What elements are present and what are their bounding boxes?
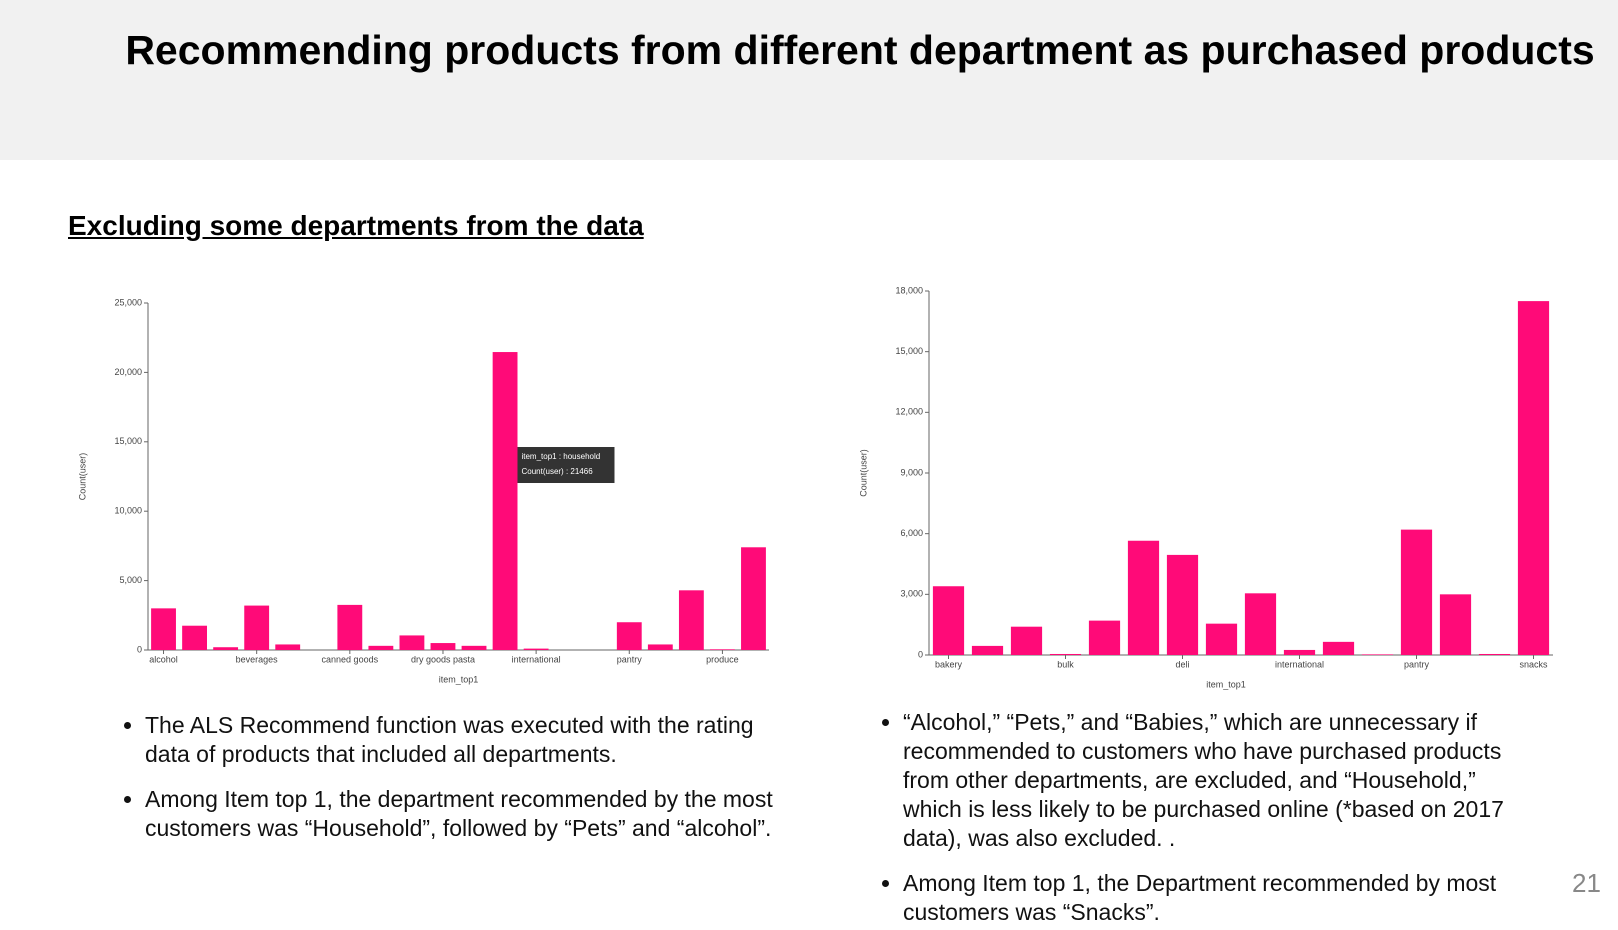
bar	[741, 547, 766, 650]
y-tick-label: 0	[137, 644, 142, 654]
x-tick-label: international	[512, 654, 561, 664]
bar	[368, 645, 394, 650]
y-tick-label: 20,000	[114, 367, 142, 377]
x-tick-label: canned goods	[322, 654, 379, 664]
x-tick-label: bakery	[935, 659, 963, 669]
y-tick-label: 0	[918, 649, 923, 659]
bar	[399, 635, 425, 650]
tooltip-text: Count(user) : 21466	[521, 467, 593, 476]
y-tick-label: 5,000	[119, 575, 142, 585]
bar	[1010, 626, 1043, 655]
bar	[1439, 594, 1472, 655]
bar	[1322, 641, 1355, 655]
header	[0, 0, 1618, 160]
y-tick-label: 18,000	[895, 285, 923, 295]
bar	[523, 648, 549, 650]
x-tick-label: pantry	[1404, 659, 1430, 669]
bar	[1400, 529, 1433, 655]
bar	[275, 644, 301, 650]
y-tick-label: 10,000	[114, 506, 142, 516]
x-tick-label: deli	[1175, 659, 1189, 669]
bar	[1127, 540, 1160, 655]
bar	[710, 649, 735, 650]
tooltip-text: item_top1 : household	[521, 452, 600, 461]
bar	[430, 643, 456, 650]
bar	[461, 645, 487, 650]
bar	[971, 645, 1004, 655]
x-axis-title: item_top1	[439, 674, 479, 684]
bar	[182, 625, 207, 650]
bullet: Among Item top 1, the department recomme…	[145, 785, 775, 843]
x-tick-label: dry goods pasta	[411, 654, 475, 664]
bar	[1049, 653, 1082, 655]
y-tick-label: 9,000	[900, 467, 923, 477]
bar	[1478, 653, 1511, 655]
y-tick-label: 3,000	[900, 589, 923, 599]
bar	[1166, 554, 1199, 655]
bar	[151, 608, 176, 650]
x-tick-label: snacks	[1519, 659, 1548, 669]
bar	[244, 605, 270, 650]
bar	[1361, 654, 1394, 655]
bullet: The ALS Recommend function was executed …	[145, 711, 775, 769]
bullet: “Alcohol,” “Pets,” and “Babies,” which a…	[903, 708, 1533, 853]
bar	[1517, 301, 1550, 655]
x-tick-label: pantry	[617, 654, 643, 664]
y-tick-label: 15,000	[114, 436, 142, 446]
bar	[337, 604, 363, 650]
x-tick-label: produce	[706, 654, 739, 664]
bar	[1283, 649, 1316, 655]
tooltip-box	[517, 447, 615, 484]
bullet: Among Item top 1, the Department recomme…	[903, 869, 1533, 927]
bar	[492, 352, 518, 650]
x-axis-title: item_top1	[1206, 679, 1246, 689]
bar	[647, 644, 673, 650]
bar	[678, 590, 704, 650]
bar	[1244, 593, 1277, 655]
left-bullets: The ALS Recommend function was executed …	[115, 711, 775, 859]
y-tick-label: 25,000	[114, 297, 142, 307]
bar	[1205, 623, 1238, 655]
y-axis-title: Count(user)	[858, 449, 868, 497]
x-tick-label: international	[1275, 659, 1324, 669]
bar	[932, 586, 965, 655]
x-tick-label: alcohol	[149, 654, 178, 664]
x-tick-label: beverages	[236, 654, 279, 664]
bar	[616, 622, 642, 650]
slide-title: Recommending products from different dep…	[125, 27, 1595, 73]
y-tick-label: 15,000	[895, 346, 923, 356]
y-tick-label: 12,000	[895, 407, 923, 417]
y-tick-label: 6,000	[900, 528, 923, 538]
bar	[1088, 620, 1121, 655]
bar	[213, 647, 239, 650]
x-tick-label: bulk	[1057, 659, 1074, 669]
right-bullets: “Alcohol,” “Pets,” and “Babies,” which a…	[873, 708, 1533, 930]
page-number: 21	[1572, 868, 1601, 898]
section-heading: Excluding some departments from the data	[68, 210, 644, 241]
y-axis-title: Count(user)	[77, 453, 87, 501]
